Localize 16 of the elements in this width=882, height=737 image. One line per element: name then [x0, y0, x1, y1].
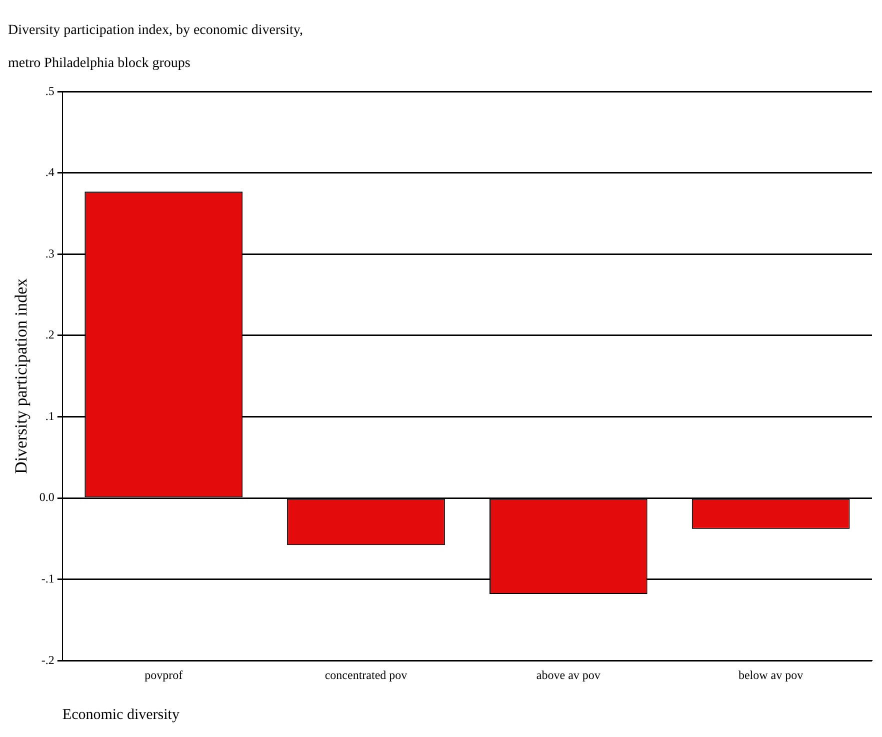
x-tick-label: concentrated pov [324, 668, 408, 682]
y-tick-label: -.2 [41, 652, 54, 667]
y-tick-label: 0.0 [39, 490, 54, 504]
x-tick-label: above av pov [536, 668, 600, 682]
x-axis-title: Economic diversity [62, 706, 180, 723]
x-tick-label: povprof [144, 668, 183, 682]
x-tick-label: below av pov [738, 668, 804, 682]
y-tick-label: .3 [45, 246, 54, 260]
y-axis-title: Diversity participation index [12, 278, 31, 474]
y-tick-label: -.1 [41, 571, 54, 586]
chart-subtitle: metro Philadelphia block groups [8, 56, 190, 71]
chart-title: Diversity participation index, by economic diversity, [8, 23, 303, 38]
y-tick-label: .2 [45, 328, 54, 342]
y-tick-label: .5 [45, 84, 54, 98]
y-tick-label: .1 [45, 408, 54, 423]
y-tick-label: .4 [45, 165, 54, 180]
